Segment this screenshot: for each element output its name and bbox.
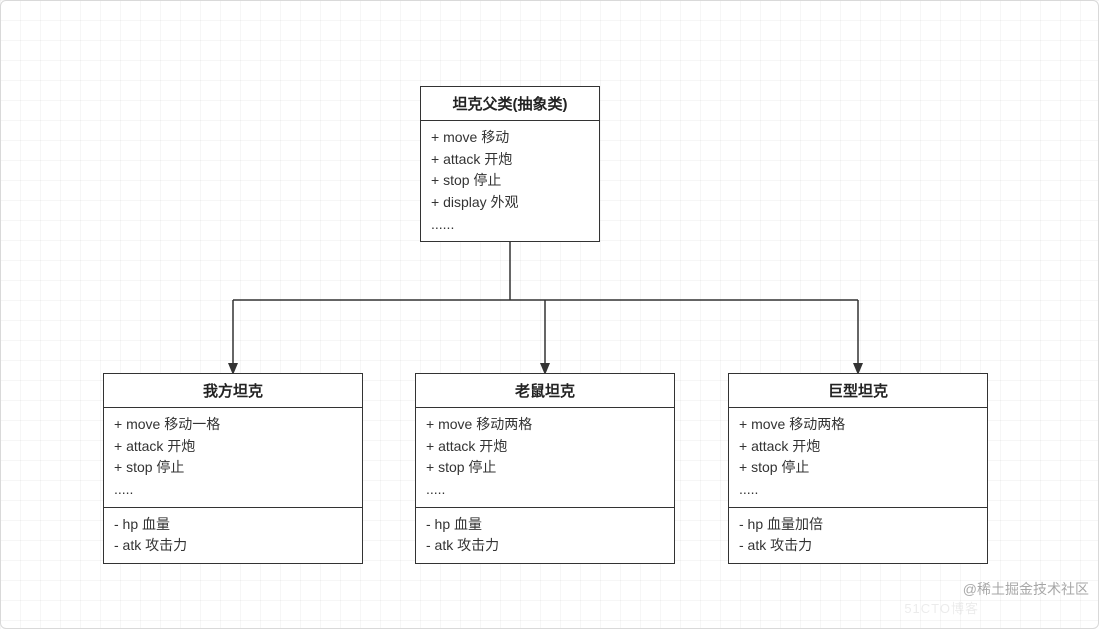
uml-row: + stop 停止 <box>431 170 589 192</box>
uml-row: - atk 攻击力 <box>739 535 977 557</box>
diagram-canvas: 坦克父类(抽象类) + move 移动+ attack 开炮+ stop 停止+… <box>0 0 1099 629</box>
uml-attrs-section: - hp 血量- atk 攻击力 <box>416 507 674 563</box>
uml-row: + move 移动 <box>431 127 589 149</box>
uml-row: ..... <box>114 479 352 501</box>
uml-row: + attack 开炮 <box>431 149 589 171</box>
uml-methods-section: + move 移动两格+ attack 开炮+ stop 停止..... <box>729 408 987 507</box>
uml-row: + move 移动两格 <box>426 414 664 436</box>
uml-row: + display 外观 <box>431 192 589 214</box>
uml-row: ..... <box>739 479 977 501</box>
uml-attrs-section: - hp 血量加倍- atk 攻击力 <box>729 507 987 563</box>
uml-row: - hp 血量 <box>426 514 664 536</box>
uml-methods-section: + move 移动两格+ attack 开炮+ stop 停止..... <box>416 408 674 507</box>
uml-row: + attack 开炮 <box>114 436 352 458</box>
uml-title: 坦克父类(抽象类) <box>421 87 599 121</box>
uml-row: - hp 血量加倍 <box>739 514 977 536</box>
uml-row: + stop 停止 <box>114 457 352 479</box>
uml-title: 巨型坦克 <box>729 374 987 408</box>
uml-row: - atk 攻击力 <box>426 535 664 557</box>
uml-row: ..... <box>426 479 664 501</box>
uml-attrs-section: - hp 血量- atk 攻击力 <box>104 507 362 563</box>
watermark-51cto: 51CTO博客 <box>904 598 979 617</box>
uml-title: 我方坦克 <box>104 374 362 408</box>
uml-methods-section: + move 移动+ attack 开炮+ stop 停止+ display 外… <box>421 121 599 241</box>
uml-methods-section: + move 移动一格+ attack 开炮+ stop 停止..... <box>104 408 362 507</box>
uml-row: + stop 停止 <box>739 457 977 479</box>
uml-row: + stop 停止 <box>426 457 664 479</box>
uml-row: + move 移动两格 <box>739 414 977 436</box>
uml-row: + move 移动一格 <box>114 414 352 436</box>
uml-class-ours: 我方坦克 + move 移动一格+ attack 开炮+ stop 停止....… <box>103 373 363 564</box>
uml-row: + attack 开炮 <box>739 436 977 458</box>
watermark-juejin: @稀土掘金技术社区 <box>963 579 1089 599</box>
uml-class-giant: 巨型坦克 + move 移动两格+ attack 开炮+ stop 停止....… <box>728 373 988 564</box>
uml-class-mouse: 老鼠坦克 + move 移动两格+ attack 开炮+ stop 停止....… <box>415 373 675 564</box>
uml-row: - hp 血量 <box>114 514 352 536</box>
uml-title: 老鼠坦克 <box>416 374 674 408</box>
uml-class-parent: 坦克父类(抽象类) + move 移动+ attack 开炮+ stop 停止+… <box>420 86 600 242</box>
uml-row: ...... <box>431 214 589 236</box>
uml-row: - atk 攻击力 <box>114 535 352 557</box>
uml-row: + attack 开炮 <box>426 436 664 458</box>
